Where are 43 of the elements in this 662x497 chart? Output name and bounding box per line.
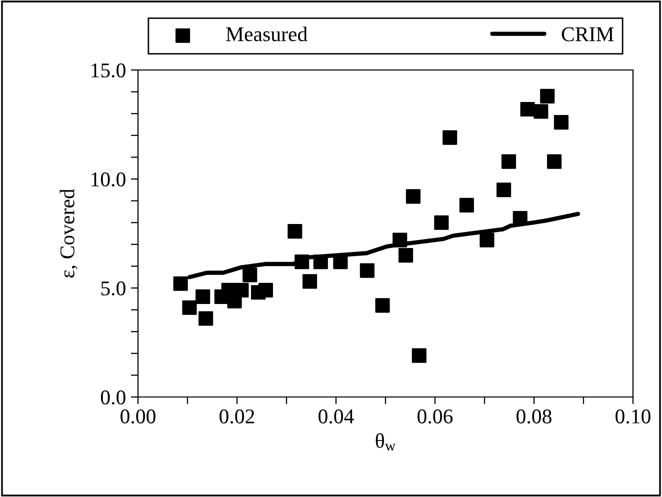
y-tick-label: 0.0 [100,390,126,405]
x-tick-label: 0.06 [418,409,453,424]
x-tick-label: 0.04 [318,409,354,424]
point [196,289,210,304]
x-tick-label: 0.00 [120,409,156,424]
point [459,198,474,212]
point [294,254,310,270]
point [198,311,214,326]
point [242,268,258,282]
point [333,254,348,270]
point [288,224,302,239]
legend-label: Measured [226,26,308,42]
point [406,189,421,204]
point [392,232,408,248]
x-axis-title: θ$_{w}$ [376,433,396,451]
point [313,254,328,270]
legend-label: CRIM [562,27,614,42]
point [520,102,535,117]
point [496,182,512,198]
x-tick-label: 0.08 [516,409,552,424]
point [173,276,188,291]
point [442,130,458,145]
point [234,282,249,298]
y-tick-label: 10.0 [92,172,126,187]
point [434,215,449,230]
x-tick-label: 0.10 [616,409,650,424]
x-tick-label: 0.02 [220,409,254,424]
y-tick-label: 15.0 [92,63,126,78]
point [258,282,273,298]
y-axis-title: ε, Covered [60,188,78,278]
point [480,232,494,248]
y-tick-label: 5.0 [101,281,126,296]
point [412,348,426,363]
point [302,274,318,289]
point [547,154,562,169]
point [540,88,555,104]
point [398,248,414,263]
point [534,104,548,119]
point [360,263,374,278]
point [182,300,197,315]
point [501,154,516,169]
point [554,115,569,130]
point [375,298,390,313]
